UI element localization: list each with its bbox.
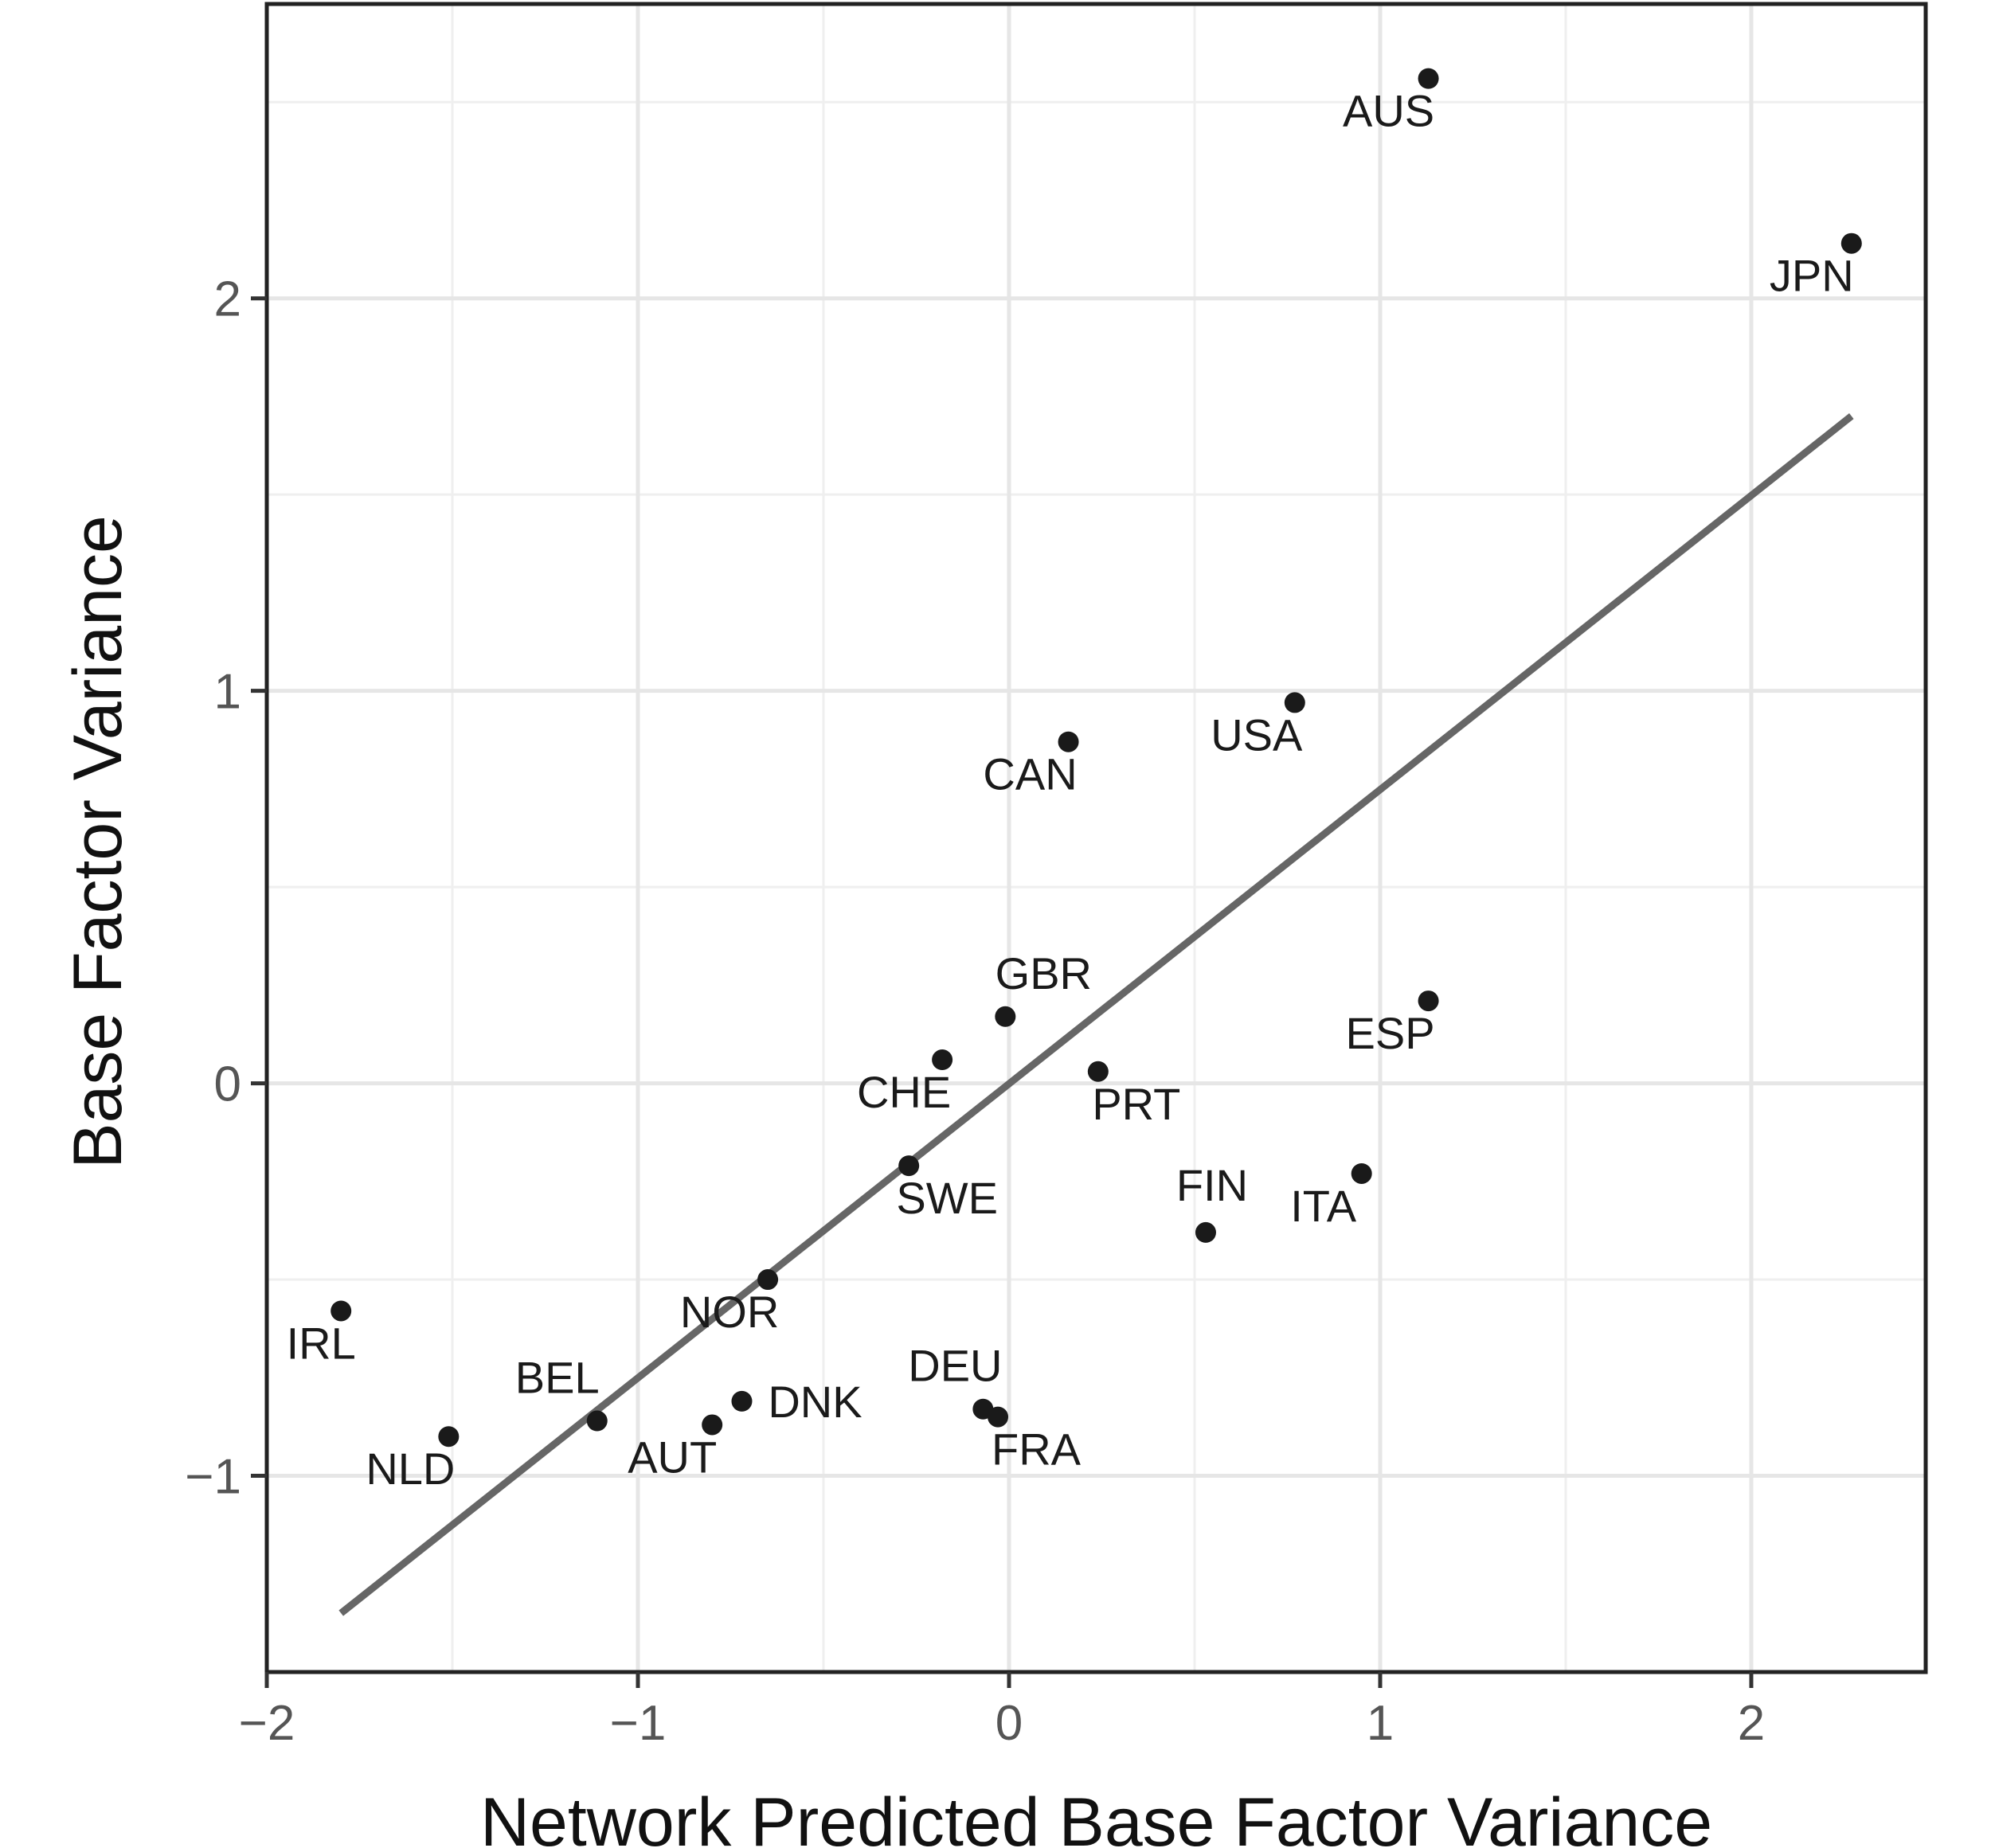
x-tick-label: −1 (610, 1696, 667, 1751)
point-label-fra: FRA (992, 1424, 1082, 1475)
data-point-ita (1351, 1162, 1372, 1184)
data-point-swe (898, 1155, 920, 1177)
data-point-fin (1195, 1221, 1216, 1243)
y-axis-title: Base Factor Variance (60, 515, 136, 1169)
point-label-che: CHE (857, 1067, 951, 1117)
plot-frame (264, 2, 1928, 1674)
y-tick-label: 2 (214, 272, 241, 327)
point-label-aut: AUT (628, 1432, 717, 1482)
data-point-irl (331, 1300, 352, 1322)
data-point-nld (438, 1426, 460, 1448)
data-point-bel (586, 1410, 608, 1432)
data-point-dnk (731, 1390, 753, 1412)
point-label-can: CAN (983, 749, 1077, 799)
point-label-irl: IRL (287, 1318, 356, 1368)
point-label-nor: NOR (680, 1287, 779, 1337)
data-point-jpn (1840, 232, 1862, 254)
data-point-usa (1284, 692, 1305, 713)
point-label-ita: ITA (1290, 1181, 1357, 1231)
x-tick-label: 2 (1738, 1696, 1765, 1751)
x-axis-title: Network Predicted Base Factor Variance (480, 1784, 1712, 1848)
x-tick-label: 1 (1367, 1696, 1394, 1751)
points-layer: AUS JPN USA CAN GBR ESP CHE PRT SWE FIN ITA NOR IRL B… (287, 68, 1862, 1494)
grid (264, 4, 1926, 1672)
point-label-nld: NLD (366, 1444, 455, 1494)
point-label-gbr: GBR (996, 948, 1092, 998)
data-point-esp (1418, 990, 1439, 1012)
point-label-prt: PRT (1092, 1079, 1180, 1129)
point-label-aus: AUS (1343, 86, 1434, 136)
data-point-che (932, 1049, 953, 1071)
data-point-nor (757, 1269, 779, 1291)
point-label-swe: SWE (896, 1173, 998, 1223)
data-point-fra (988, 1406, 1009, 1428)
x-tick-label: 0 (996, 1696, 1023, 1751)
x-tick-label: −2 (239, 1696, 295, 1751)
y-tick-label: −1 (185, 1450, 241, 1505)
y-tick-label: 0 (214, 1057, 241, 1112)
data-point-can (1058, 731, 1079, 752)
point-label-usa: USA (1211, 709, 1303, 760)
data-point-gbr (995, 1006, 1016, 1027)
point-label-jpn: JPN (1770, 251, 1854, 301)
point-label-esp: ESP (1346, 1008, 1435, 1058)
point-label-fin: FIN (1176, 1160, 1248, 1210)
point-label-bel: BEL (515, 1353, 600, 1403)
point-label-deu: DEU (908, 1341, 1002, 1391)
axes: −2 −1 0 1 2 −1 0 1 2 (185, 272, 1765, 1751)
y-tick-label: 1 (214, 665, 241, 720)
data-point-prt (1087, 1061, 1109, 1082)
point-label-dnk: DNK (768, 1377, 862, 1427)
data-point-aus (1418, 68, 1439, 89)
data-point-aut (702, 1414, 723, 1436)
